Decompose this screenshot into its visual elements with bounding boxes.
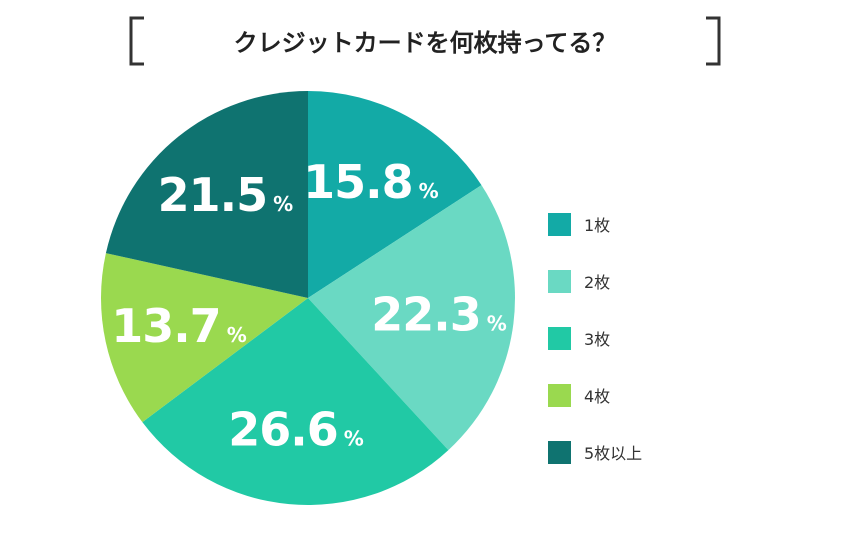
legend-swatch-2 <box>548 270 571 293</box>
legend-label-3: 3枚 <box>584 330 610 349</box>
pie-labels: 15.8 % 22.3 % 26.6 % 13.7 % 21.5% <box>111 155 507 456</box>
pie-value-label-1: 15.8% <box>303 155 439 209</box>
legend-label-5: 5枚以上 <box>584 444 642 463</box>
pie-value-label-3: 26.6% <box>228 402 364 456</box>
pie-slice-3 <box>142 298 449 505</box>
pie-value-label-2: 22.3% <box>371 287 507 341</box>
legend-label-4: 4枚 <box>584 387 610 406</box>
pie-slice-1 <box>308 91 482 298</box>
pie-value-label-4: 13.7% <box>111 299 247 353</box>
pie-slice-5 <box>105 91 309 298</box>
title-bracket-left <box>129 16 144 66</box>
pie-slices <box>101 91 515 505</box>
pie-value-label-5: 21.5% <box>158 168 294 222</box>
pie-slice-2 <box>308 185 515 451</box>
legend-label-2: 2枚 <box>584 273 610 292</box>
chart-title: クレジットカードを何枚持ってる？ <box>234 29 617 57</box>
legend: 1枚 2枚 3枚 4枚 5枚以上 <box>548 213 642 464</box>
pie-slice-4 <box>101 253 308 423</box>
legend-swatch-3 <box>548 327 571 350</box>
title-bracket-right <box>706 16 721 66</box>
legend-swatch-1 <box>548 213 571 236</box>
legend-label-1: 1枚 <box>584 216 610 235</box>
legend-swatch-5 <box>548 441 571 464</box>
legend-swatch-4 <box>548 384 571 407</box>
